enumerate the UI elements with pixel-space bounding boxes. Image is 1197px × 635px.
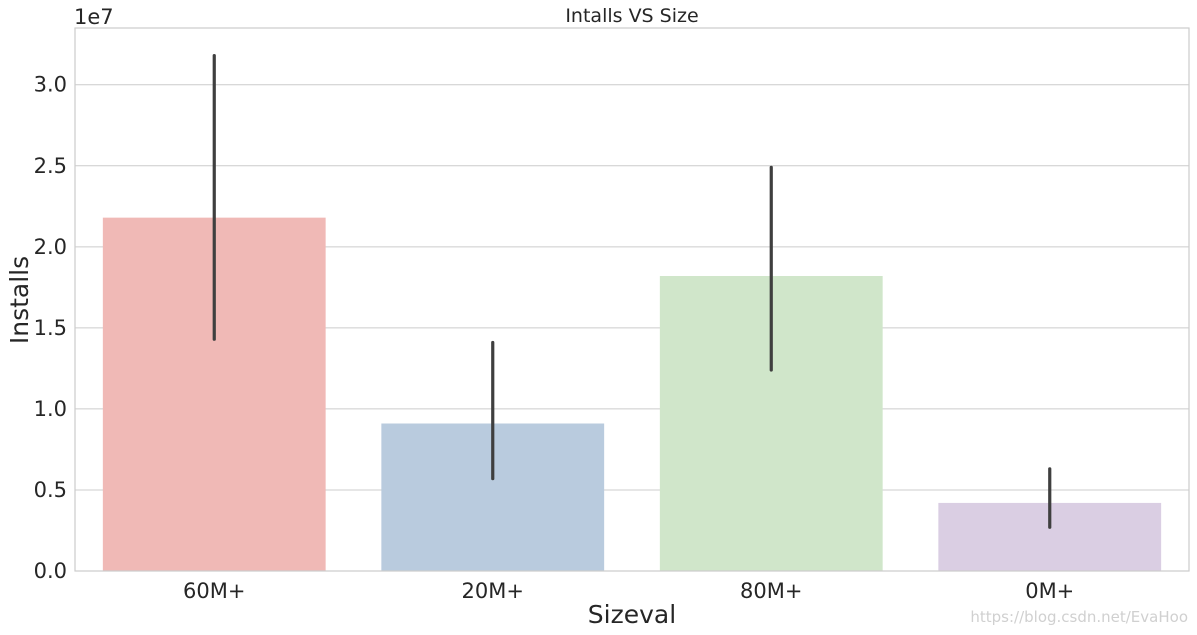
y-axis-label: Installs <box>5 256 34 344</box>
chart-title: Intalls VS Size <box>565 5 698 27</box>
y-tick-label: 1.5 <box>34 316 67 340</box>
y-tick-label: 1.0 <box>34 397 67 421</box>
x-tick-labels: 60M+ 20M+ 80M+ 0M+ <box>183 579 1074 603</box>
x-tick-label: 60M+ <box>183 579 245 603</box>
error-bars <box>212 53 1052 529</box>
bars <box>102 217 1162 571</box>
x-tick-label: 0M+ <box>1025 579 1074 603</box>
y-tick-label: 2.0 <box>34 235 67 259</box>
y-axis-offset-label: 1e7 <box>74 5 114 29</box>
plot-frame <box>74 27 1190 572</box>
y-tick-label: 3.0 <box>34 73 67 97</box>
watermark: https://blog.csdn.net/EvaHoo <box>970 608 1188 626</box>
x-tick-label: 20M+ <box>462 579 524 603</box>
y-tick-label: 2.5 <box>34 154 67 178</box>
x-tick-label: 80M+ <box>740 579 802 603</box>
y-tick-label: 0.0 <box>34 559 67 583</box>
x-axis-label: Sizeval <box>588 600 676 629</box>
y-tick-labels: 0.0 0.5 1.0 1.5 2.0 2.5 3.0 <box>34 73 67 583</box>
y-tick-label: 0.5 <box>34 478 67 502</box>
